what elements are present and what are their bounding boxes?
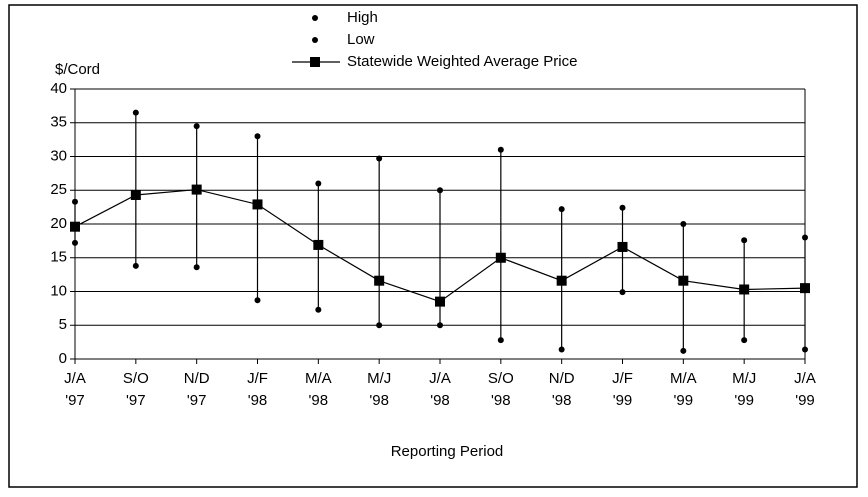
average-marker [191,184,202,195]
point-low [376,322,383,329]
legend-label: High [347,9,378,26]
point-high [193,123,200,130]
point-low [437,322,443,329]
average-marker [800,283,810,294]
x-tick-label-line: M/A [670,370,697,387]
point-low [680,347,687,354]
point-low [132,262,139,269]
y-tick-label: 0 [59,350,67,367]
point-high [619,204,626,211]
x-tick-label: J/A '98 [429,370,451,409]
point-high [802,234,808,241]
x-tick-label: J/F '99 [612,370,633,409]
x-tick-label-line: J/F [612,370,633,387]
y-tick-label: 5 [59,316,67,333]
point-low [315,306,322,313]
point-low [558,346,565,353]
legend-label: Statewide Weighted Average Price [347,53,577,70]
legend-marker [312,15,318,21]
x-tick-label-line: N/D [549,370,575,387]
point-low [72,239,78,246]
average-marker [435,296,445,307]
x-tick-label-line: '98 [369,392,389,409]
x-tick-label: J/A '97 [64,370,86,409]
point-high [680,221,687,227]
x-tick-label-line: '97 [65,392,85,409]
x-tick-label-line: '97 [126,392,146,409]
x-tick-label-line: '97 [187,392,207,409]
y-tick-label: 25 [50,181,67,198]
point-high [558,206,565,213]
average-marker [70,221,80,232]
y-tick-label: 35 [50,114,67,131]
average-marker [130,189,141,200]
x-tick-label: J/F '98 [247,370,268,409]
x-tick-label: S/O '98 [488,370,514,409]
x-tick-label-line: '98 [491,392,511,409]
x-tick-label-line: N/D [184,370,210,387]
average-marker [678,275,689,286]
point-low [619,289,626,296]
x-tick-label-line: J/A [64,370,86,387]
x-axis-label: Reporting Period [391,443,504,460]
legend-marker [312,37,318,43]
x-tick-label: N/D '97 [184,370,210,409]
y-axis-label: $/Cord [55,61,100,78]
x-tick-label-line: '99 [795,392,815,409]
point-low [497,337,504,344]
point-high [254,133,261,140]
average-marker [556,275,567,286]
legend-label: Low [347,31,375,48]
average-marker [739,284,750,295]
x-tick-label-line: '99 [734,392,754,409]
x-tick-label-line: '99 [613,392,633,409]
x-tick-label: M/J '99 [732,370,756,409]
x-tick-label: M/A '99 [670,370,697,409]
y-tick-label: 20 [50,215,67,232]
point-low [254,297,261,304]
point-high [376,155,383,162]
point-high [315,180,322,187]
chart-border [8,4,858,488]
x-tick-label-line: J/A [794,370,816,387]
x-tick-label: S/O '97 [123,370,149,409]
point-high [497,146,504,153]
x-tick-label-line: M/J [732,370,756,387]
average-marker [374,275,385,286]
x-tick-label: J/A '99 [794,370,816,409]
average-marker [495,252,506,263]
x-tick-label-line: '99 [674,392,694,409]
point-low [802,346,808,353]
x-tick-label-line: M/A [305,370,332,387]
point-high [72,198,78,205]
average-marker [617,241,628,252]
x-tick-label-line: J/A [429,370,451,387]
x-tick-label-line: S/O [123,370,149,387]
y-tick-label: 40 [50,80,67,97]
x-tick-label-line: '98 [430,392,450,409]
x-tick-label-line: J/F [247,370,268,387]
y-tick-label: 30 [50,147,67,164]
average-marker [252,199,263,210]
x-tick-label: M/J '98 [367,370,391,409]
legend-marker [310,57,320,67]
point-high [437,187,443,194]
point-low [193,264,200,271]
point-low [741,337,748,344]
y-tick-label: 10 [50,282,67,299]
point-high [741,237,748,244]
x-tick-label-line: '98 [248,392,268,409]
x-tick-label-line: '98 [309,392,329,409]
x-tick-label-line: S/O [488,370,514,387]
x-tick-label-line: M/J [367,370,391,387]
average-marker [313,239,324,250]
y-tick-label: 15 [50,249,67,266]
x-tick-label: N/D '98 [549,370,575,409]
point-high [132,109,139,116]
x-tick-label: M/A '98 [305,370,332,409]
x-tick-label-line: '98 [552,392,572,409]
